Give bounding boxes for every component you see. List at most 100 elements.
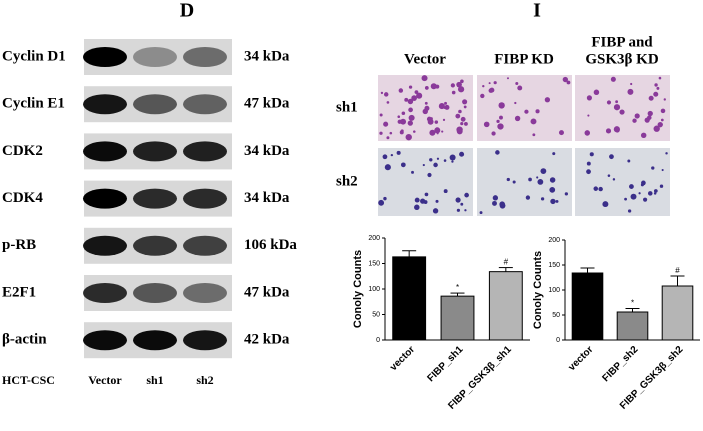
- colony: [629, 184, 634, 189]
- colony: [586, 95, 592, 101]
- y-tick-label: 100: [548, 287, 560, 294]
- colony: [514, 101, 517, 105]
- size-label: 106 kDa: [244, 237, 297, 253]
- colony: [593, 89, 600, 96]
- colony: [497, 123, 504, 130]
- colony: [627, 159, 631, 163]
- colony: [422, 108, 428, 115]
- colony: [491, 131, 496, 136]
- colony: [455, 113, 461, 119]
- colony: [555, 199, 559, 203]
- colony: [610, 76, 616, 82]
- colony: [615, 128, 620, 133]
- colony: [506, 177, 510, 182]
- colony: [483, 121, 490, 128]
- column-label: FIBP and: [591, 34, 653, 50]
- colony: [407, 120, 413, 126]
- colony: [488, 82, 491, 85]
- colony-image: [575, 148, 670, 216]
- y-tick-label: 50: [372, 311, 380, 318]
- row-label: E2F1: [2, 284, 36, 300]
- colony: [456, 81, 462, 88]
- colony: [414, 197, 420, 203]
- band: [83, 47, 127, 67]
- colony: [638, 192, 641, 195]
- row-label: CDK4: [2, 190, 43, 206]
- column-label: GSK3β KD: [585, 51, 658, 67]
- y-tick-label: 200: [548, 237, 560, 244]
- marker: *: [456, 283, 459, 292]
- colony: [441, 130, 444, 133]
- y-label: Conoly Counts: [352, 250, 364, 328]
- colony: [657, 121, 663, 128]
- colony: [400, 162, 406, 168]
- colony: [619, 109, 625, 115]
- colony: [660, 108, 666, 114]
- colony: [460, 116, 466, 122]
- colony: [660, 118, 664, 122]
- colony: [386, 136, 390, 140]
- colony: [653, 192, 657, 195]
- colony: [627, 209, 632, 213]
- bar: [616, 311, 649, 341]
- colony: [495, 150, 500, 155]
- colony: [562, 76, 569, 83]
- colony: [586, 169, 591, 175]
- x-tick-label: FIBP_sh2: [600, 344, 640, 384]
- colony: [593, 186, 599, 191]
- colony: [643, 197, 648, 202]
- colony: [586, 161, 591, 166]
- band: [183, 330, 227, 351]
- colony: [661, 168, 664, 172]
- colony: [457, 86, 465, 93]
- colony: [524, 109, 529, 114]
- band: [183, 47, 227, 67]
- colony: [512, 180, 516, 184]
- row-label: Cyclin E1: [2, 96, 65, 112]
- colony: [422, 163, 425, 167]
- colony: [435, 199, 439, 203]
- x-tick-label: vector: [388, 344, 417, 373]
- colony: [411, 170, 414, 174]
- colony: [443, 189, 448, 194]
- y-label: Conoly Counts: [532, 251, 544, 329]
- bar: [440, 295, 475, 341]
- colony: [609, 154, 614, 160]
- colony: [482, 84, 485, 88]
- colony: [648, 95, 654, 101]
- colony: [401, 111, 406, 115]
- colony: [492, 200, 497, 206]
- y-tick-label: 150: [368, 260, 380, 267]
- band: [83, 235, 127, 256]
- band: [83, 283, 127, 303]
- colony: [647, 110, 653, 117]
- marker: #: [675, 266, 680, 275]
- y-tick-label: 0: [556, 337, 560, 344]
- y-tick-label: 150: [548, 262, 560, 269]
- colony: [659, 184, 664, 188]
- band: [133, 235, 177, 256]
- band: [133, 47, 177, 67]
- colony: [408, 114, 415, 121]
- row-label: Cyclin D1: [2, 48, 66, 64]
- colony: [390, 153, 394, 157]
- marker: #: [504, 258, 509, 267]
- colony: [544, 97, 551, 103]
- colony: [506, 77, 509, 80]
- band: [83, 141, 127, 162]
- colony: [455, 197, 461, 203]
- colony: [398, 88, 404, 93]
- lane-label: HCT-CSC: [2, 373, 55, 387]
- colony: [587, 114, 590, 117]
- colony: [558, 130, 564, 136]
- colony: [459, 151, 465, 157]
- band: [133, 94, 177, 115]
- y-tick-label: 0: [376, 337, 380, 344]
- colony: [408, 107, 413, 113]
- colony: [450, 83, 455, 88]
- colony: [444, 104, 450, 110]
- colony: [615, 100, 619, 104]
- colony: [496, 119, 500, 124]
- lane-label: Vector: [88, 373, 122, 387]
